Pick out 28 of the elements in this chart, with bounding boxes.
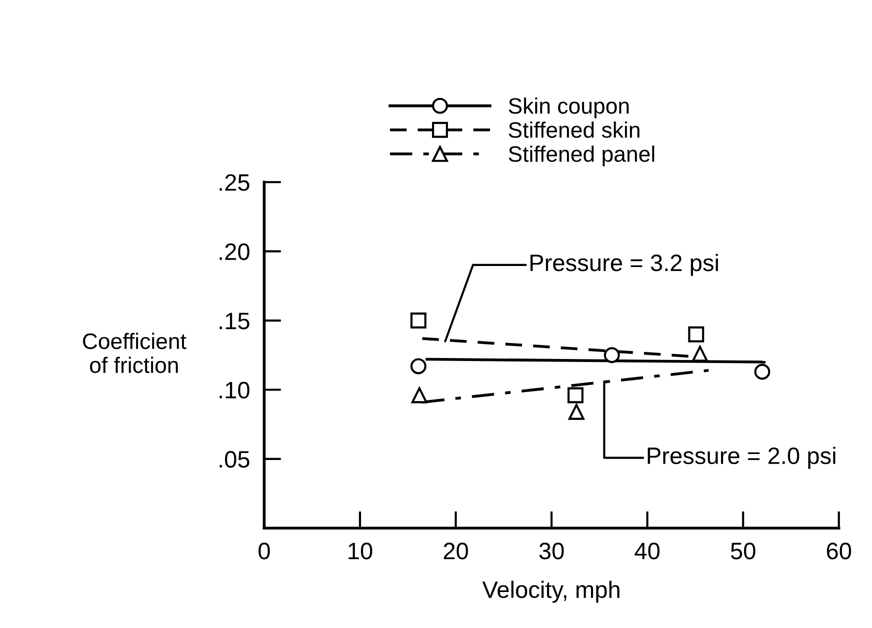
y-tick-label: .25	[220, 174, 250, 191]
point	[692, 346, 708, 362]
annotation: Pressure = 3.2 psi	[530, 254, 718, 276]
legend-label: Stiffened panel	[508, 146, 654, 166]
legend-label: Stiffened skin	[508, 122, 640, 138]
x-tick-label: 20	[444, 542, 468, 560]
x-tick-label: 40	[634, 542, 660, 560]
y-tick-label: .10	[220, 382, 250, 399]
y-tick-label: .20	[220, 243, 250, 260]
y-tick-label: .05	[220, 451, 250, 468]
point	[410, 358, 426, 374]
point	[688, 326, 704, 342]
point	[754, 364, 770, 380]
point	[568, 404, 584, 420]
point	[411, 387, 428, 404]
x-tick-label: 0	[258, 542, 270, 560]
point	[604, 347, 620, 364]
y-axis-title: Coefficient of friction	[83, 332, 186, 374]
x-tick-label: 50	[730, 542, 756, 560]
x-tick-label: 60	[826, 542, 852, 560]
point	[567, 387, 584, 404]
y-tick-label: .15	[220, 312, 250, 330]
point	[410, 312, 426, 329]
x-axis-title: Velocity, mph	[482, 580, 620, 603]
annotation: Pressure = 2.0 psi	[648, 446, 836, 469]
x-tick-label: 10	[348, 542, 372, 560]
legend-label: Skin coupon	[508, 98, 629, 118]
x-tick-label: 30	[539, 542, 564, 560]
